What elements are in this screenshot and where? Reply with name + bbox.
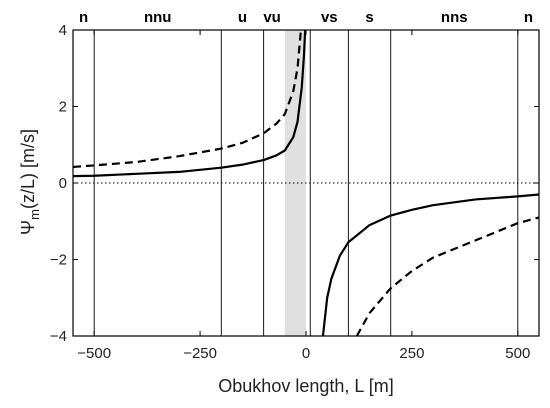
x-tick-label-2: 0 <box>302 345 310 362</box>
y-axis-label: Ψm(z/L) [m/s] <box>18 129 42 235</box>
x-tick-label-3: 250 <box>399 345 424 362</box>
x-tick-label-1: −250 <box>183 345 217 362</box>
series-solid-positive-branch <box>321 193 539 336</box>
y-axis-label-symbol: Ψ <box>18 220 38 235</box>
series-dashed-negative-branch <box>73 30 303 169</box>
x-tick-label-4: 500 <box>505 345 530 362</box>
curves <box>73 30 539 336</box>
regime-label-4: vs <box>321 9 338 26</box>
regime-label-1: nnu <box>144 9 172 26</box>
regime-label-7: n <box>524 9 533 26</box>
plot-area <box>72 29 540 337</box>
regime-label-5: s <box>365 9 373 26</box>
y-axis-label-subscript: m <box>27 209 42 220</box>
regime-label-6: nns <box>441 9 468 26</box>
y-tick-label-3: 2 <box>59 99 67 116</box>
regime-label-0: n <box>79 9 88 26</box>
series-dashed-positive-branch <box>355 216 539 336</box>
x-axis-label: Obukhov length, L [m] <box>218 376 393 396</box>
y-tick-label-2: 0 <box>59 175 67 192</box>
y-tick-label-0: −4 <box>50 328 67 345</box>
regime-label-2: u <box>238 9 247 26</box>
regime-labels: n nnu u vu vs s nns n <box>79 9 533 26</box>
shaded-band <box>284 30 306 336</box>
x-tick-label-0: −500 <box>77 345 111 362</box>
y-tick-label-1: −2 <box>50 252 67 269</box>
axis-ticks: −500 −250 0 250 500 −4 −2 0 2 4 <box>50 22 539 362</box>
y-axis-label-rest: (z/L) [m/s] <box>18 129 38 209</box>
series-solid-negative-branch <box>73 30 307 178</box>
y-tick-label-4: 4 <box>59 22 67 39</box>
regime-label-3: vu <box>263 9 281 26</box>
